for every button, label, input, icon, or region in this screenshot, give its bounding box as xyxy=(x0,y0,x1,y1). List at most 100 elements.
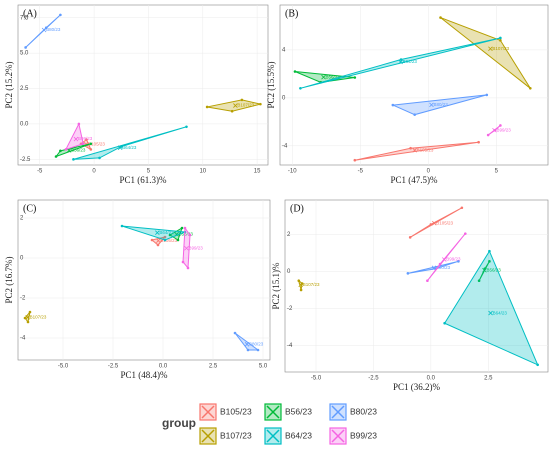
group-hull xyxy=(443,250,539,366)
point xyxy=(488,249,491,253)
panel-background xyxy=(17,199,271,361)
y-tick-label: -4 xyxy=(287,343,293,349)
group-label: B99/23 xyxy=(78,136,93,141)
centroid-cross xyxy=(482,267,487,273)
y-tick-label: -2 xyxy=(20,296,26,302)
point xyxy=(391,103,395,107)
x-tick-label: 5 xyxy=(147,169,151,175)
point xyxy=(299,288,303,292)
y-tick-label: 5.0 xyxy=(20,51,29,57)
group-label: B99/23 xyxy=(446,257,461,262)
legend: group B105/23 B107/23 B56/23 B64/23 B80/23 B99… xyxy=(162,403,377,445)
group-label: B80/23 xyxy=(436,265,451,270)
centroid-cross xyxy=(492,127,497,133)
panel: -5.0 -2.5 0.0 2.5 5.0 -4 -2 0 2 B105/23 B107/23 B56… xyxy=(4,199,271,380)
y-tick-label: -4 xyxy=(20,336,26,342)
y-tick-label: 7.5 xyxy=(20,15,29,21)
y-tick-label: -4 xyxy=(282,143,288,149)
panel-title: (C) xyxy=(23,203,36,214)
point xyxy=(457,260,460,263)
panel-title: (B) xyxy=(285,8,298,19)
x-tick-label: -5.0 xyxy=(58,364,69,370)
y-tick-label: -2.5 xyxy=(20,157,31,163)
point xyxy=(89,148,93,151)
panel: -5 0 5 10 15 -2.5 0.0 2.5 5.0 7.5 B105/23 B107/23 B5… xyxy=(4,4,269,185)
centroid-cross xyxy=(412,147,417,153)
centroid-cross xyxy=(244,342,250,347)
y-tick-label: 2.5 xyxy=(20,86,29,92)
group-hull xyxy=(427,233,466,282)
point xyxy=(486,133,490,137)
point xyxy=(188,233,192,237)
x-tick-label: 0 xyxy=(92,169,96,175)
group-hull xyxy=(64,122,84,151)
legend-key-cross xyxy=(331,429,345,443)
group-label: B64/23 xyxy=(122,145,137,150)
y-axis-label: PC2 (15.5%) xyxy=(266,61,276,108)
group-hull xyxy=(440,17,531,89)
y-tick-label: 0.0 xyxy=(20,122,29,128)
centroid-cross xyxy=(321,74,326,80)
point xyxy=(438,262,442,266)
legend-label: B99/23 xyxy=(350,430,377,440)
x-tick-label: 0 xyxy=(427,169,431,175)
x-tick-label: -5 xyxy=(37,169,43,175)
panel: -10 -5 0 5 -4 0 4 B105/23 B107/23 B56/23 B64/23 B80… xyxy=(266,4,549,185)
x-axis-label: PC1 (47.5)% xyxy=(391,175,439,185)
panel-title: (A) xyxy=(23,8,37,19)
centroid-cross xyxy=(431,265,437,271)
legend-key-cross xyxy=(266,405,280,419)
legend-label: B56/23 xyxy=(285,406,312,416)
legend-title: group xyxy=(162,416,196,430)
point xyxy=(24,46,27,49)
centroid-cross xyxy=(25,315,30,320)
centroid-cross xyxy=(117,145,123,150)
point xyxy=(499,124,502,127)
y-tick-label: 0 xyxy=(282,95,286,101)
group-label: B105/23 xyxy=(417,147,434,152)
x-tick-label: -5 xyxy=(358,169,364,175)
point xyxy=(529,86,532,90)
point xyxy=(460,206,464,210)
legend-key-cross xyxy=(201,405,215,419)
point xyxy=(488,260,491,263)
centroid-cross xyxy=(488,46,493,52)
panel-title: (D) xyxy=(290,203,304,214)
group-label: B105/23 xyxy=(160,238,177,243)
y-axis-label: PC2 (15.1)% xyxy=(271,262,281,310)
group-label: B99/23 xyxy=(189,245,204,250)
point xyxy=(297,279,301,283)
centroid-cross xyxy=(233,103,238,108)
point xyxy=(413,113,416,116)
centroid-cross xyxy=(184,245,189,251)
group-label: B107/23 xyxy=(303,282,320,287)
legend-key-cross xyxy=(201,429,215,443)
point xyxy=(536,363,539,367)
centroid-cross xyxy=(429,102,434,108)
point xyxy=(409,146,412,150)
panel: -5.0 -2.5 0.0 2.5 -4 -2 0 2 B105/23 B107/23 B56/23… xyxy=(271,199,549,392)
group-label: B56/23 xyxy=(71,148,86,153)
group-label: B64/23 xyxy=(159,230,174,235)
group-label: B107/23 xyxy=(492,46,509,51)
x-tick-label: 2.5 xyxy=(209,364,218,370)
point xyxy=(98,156,101,160)
point xyxy=(443,321,446,325)
legend-key-cross xyxy=(331,405,345,419)
point xyxy=(353,158,357,162)
x-tick-label: 0.0 xyxy=(159,364,168,370)
point xyxy=(77,122,81,126)
group-hull xyxy=(121,225,186,241)
group-label: B105/23 xyxy=(436,220,453,225)
group-hull xyxy=(300,37,501,89)
point xyxy=(59,149,62,153)
point xyxy=(185,125,188,129)
x-tick-label: -2.5 xyxy=(368,376,379,382)
x-axis-label: PC1 (36.2)% xyxy=(393,382,441,392)
point xyxy=(429,223,433,226)
y-tick-label: -2 xyxy=(287,306,293,312)
point xyxy=(293,70,297,73)
legend-label: B64/23 xyxy=(285,430,312,440)
point xyxy=(246,348,250,352)
